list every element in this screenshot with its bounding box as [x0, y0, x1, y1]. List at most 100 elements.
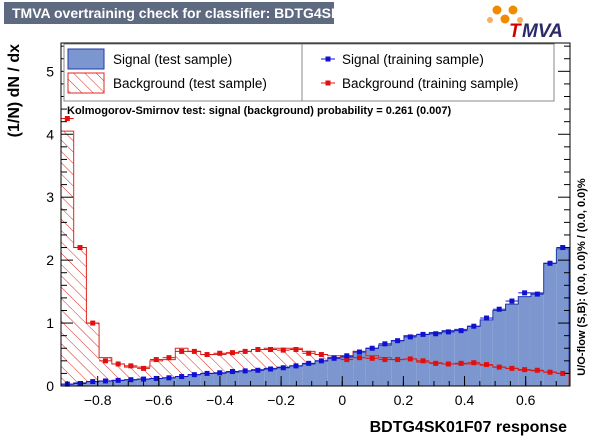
y-axis-label: (1/N) dN / dx — [6, 44, 23, 137]
signal-training-point — [289, 363, 303, 369]
background-training-point-marker — [242, 348, 248, 354]
background-training-point — [99, 358, 112, 364]
signal-training-point-marker — [369, 345, 375, 351]
x-tick-label: 0.2 — [394, 392, 414, 408]
background-training-point — [467, 360, 481, 366]
signal-training-point — [124, 377, 138, 383]
signal-training-point-marker — [534, 291, 540, 297]
signal-test-bar — [264, 368, 277, 386]
signal-training-point-marker — [484, 315, 490, 321]
signal-training-point — [200, 370, 214, 376]
background-training-point — [238, 348, 252, 354]
y-tick-label: 2 — [46, 252, 54, 268]
signal-training-point-marker — [445, 329, 451, 335]
background-training-point-marker — [382, 357, 388, 363]
ks-test-text: Kolmogorov-Smirnov test: signal (backgro… — [67, 105, 451, 117]
signal-training-point-marker — [77, 380, 83, 386]
signal-training-point — [429, 331, 443, 337]
background-training-point-marker — [395, 357, 401, 363]
background-training-point — [149, 357, 163, 363]
background-training-point-marker — [522, 367, 528, 373]
signal-training-point-marker — [458, 328, 464, 334]
signal-training-point — [86, 379, 100, 385]
x-tick-label: −0.6 — [145, 392, 173, 408]
signal-training-point-marker — [229, 369, 235, 375]
signal-training-point — [353, 349, 366, 355]
y-tick-label: 5 — [46, 63, 54, 79]
signal-training-point — [276, 365, 290, 371]
background-training-point-marker — [115, 361, 121, 367]
background-training-point-marker — [64, 116, 70, 122]
y-tick-label: 0 — [46, 378, 54, 394]
signal-training-point-marker — [496, 306, 502, 312]
signal-test-bar — [200, 373, 214, 386]
signal-training-point-marker — [166, 375, 172, 381]
background-training-point — [416, 358, 430, 364]
background-training-point-marker — [102, 358, 108, 364]
legend-label-signal-training: Signal (training sample) — [342, 52, 484, 67]
background-training-point — [213, 350, 227, 356]
background-training-point-marker — [280, 347, 286, 353]
x-tick-label: −0.4 — [206, 392, 234, 408]
background-training-point — [175, 348, 189, 354]
legend-label-background-training: Background (training sample) — [342, 76, 518, 91]
background-test-bar — [86, 323, 100, 386]
signal-training-point-marker — [471, 323, 477, 329]
signal-training-point-marker — [128, 377, 134, 383]
signal-training-point — [467, 323, 481, 329]
background-training-point-marker — [268, 346, 274, 352]
signal-training-point — [543, 260, 557, 266]
background-training-point — [276, 347, 290, 353]
background-training-point — [429, 360, 443, 366]
signal-test-bar — [429, 332, 443, 386]
signal-training-point — [391, 338, 404, 344]
signal-training-point-marker — [191, 372, 197, 378]
plot-frame — [60, 42, 571, 387]
y-tick-label: 1 — [46, 315, 54, 331]
signal-training-point-marker — [268, 366, 274, 372]
background-training-point-marker — [433, 360, 439, 366]
background-training-point-marker — [509, 365, 515, 371]
background-training-point — [518, 367, 531, 373]
signal-training-point — [454, 328, 468, 334]
signal-training-point — [365, 345, 379, 351]
background-training-point — [403, 356, 417, 362]
background-training-point-marker — [547, 369, 553, 375]
signal-test-bar — [340, 356, 354, 386]
background-training-point — [162, 355, 176, 361]
signal-test-bar — [124, 379, 138, 386]
background-training-point — [188, 348, 201, 354]
background-training-point-marker — [128, 363, 134, 369]
signal-training-point — [213, 370, 227, 376]
signal-test-bar — [505, 304, 519, 386]
background-training-point — [111, 361, 125, 367]
background-training-point — [302, 350, 316, 356]
signal-test-bar — [353, 351, 366, 386]
signal-training-point — [492, 306, 506, 312]
background-training-point-marker — [560, 370, 566, 376]
logo-dot-icon — [500, 14, 510, 24]
signal-training-point-marker — [102, 378, 108, 384]
signal-training-point — [327, 355, 341, 361]
background-test-bar — [61, 131, 74, 386]
signal-training-point — [251, 367, 265, 373]
background-training-point-marker — [229, 350, 235, 356]
logo-text-mva: MVA — [522, 21, 563, 42]
background-training-point — [442, 361, 455, 367]
signal-test-bar — [149, 378, 163, 386]
background-training-point-marker — [318, 352, 324, 358]
signal-test-bar — [442, 330, 455, 386]
background-training-point — [454, 360, 468, 366]
signal-training-point-marker — [293, 363, 299, 369]
signal-training-point-marker — [420, 331, 426, 337]
signal-training-point — [188, 372, 201, 378]
background-training-point-marker — [141, 365, 147, 371]
background-training-point-marker — [166, 355, 172, 361]
logo-dot-icon — [487, 17, 493, 23]
tmva-logo-graphic: T MVA — [487, 5, 563, 42]
chart-title: TMVA overtraining check for classifier: … — [4, 2, 334, 24]
signal-test-bar — [188, 374, 201, 386]
background-training-point — [378, 357, 392, 363]
signal-training-point-marker — [115, 377, 121, 383]
signal-training-point-marker — [255, 367, 261, 373]
